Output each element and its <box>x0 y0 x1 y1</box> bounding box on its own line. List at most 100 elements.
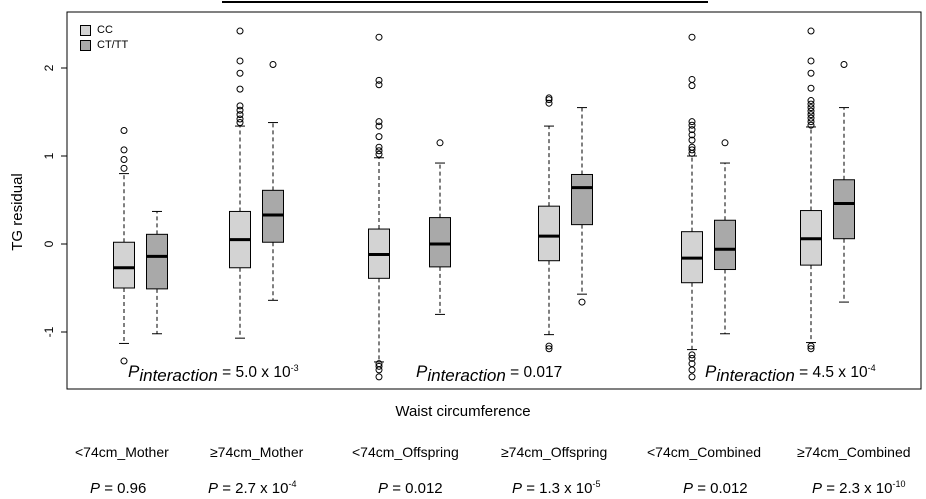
outlier-point <box>807 111 815 119</box>
outlier-point <box>375 362 383 370</box>
box-ct-tt-2 <box>262 60 284 301</box>
outlier-point <box>688 118 696 126</box>
legend-label-cc: CC <box>97 24 113 36</box>
legend-swatch-cc <box>80 24 91 36</box>
outlier-point <box>807 121 815 129</box>
outlier-point <box>807 57 815 65</box>
outlier-point <box>375 33 383 41</box>
group-p-value-2: P = 2.7 x 10-4 <box>208 479 297 498</box>
box-cc-2 <box>229 27 251 339</box>
box-iqr <box>571 173 593 226</box>
group-label-1: <74cm_Mother <box>75 444 169 460</box>
outlier-point <box>578 298 586 306</box>
outlier-point <box>721 139 729 147</box>
outlier-point <box>436 139 444 147</box>
outlier-point <box>688 33 696 41</box>
outlier-point <box>688 351 696 359</box>
box-ct-tt-1 <box>146 210 168 335</box>
outlier-point <box>688 126 696 134</box>
outlier-point <box>688 360 696 368</box>
outlier-point <box>688 366 696 374</box>
group-p-value-5: P = 0.012 <box>683 480 748 497</box>
group-label-2: ≥74cm_Mother <box>210 444 304 460</box>
box-ct-tt-3 <box>429 139 451 315</box>
outlier-point <box>236 27 244 35</box>
group-p-value-4: P = 1.3 x 10-5 <box>512 479 601 498</box>
outlier-point <box>375 81 383 89</box>
p-interaction-mother: Pinteraction = 5.0 x 10-3 <box>128 362 299 386</box>
outlier-point <box>688 136 696 144</box>
outlier-point <box>545 99 553 107</box>
outlier-point <box>545 342 553 350</box>
outlier-point <box>545 345 553 353</box>
outlier-point <box>545 94 553 102</box>
outlier-point <box>807 100 815 108</box>
y-axis: -1 0 1 2 <box>42 64 67 337</box>
outlier-point <box>375 373 383 381</box>
outlier-point <box>840 60 848 68</box>
legend-entry-ct-tt: CT/TT <box>80 39 128 51</box>
box-cc-1 <box>113 126 135 365</box>
outlier-point <box>236 106 244 114</box>
y-axis-title: TG residual <box>9 173 26 251</box>
legend-entry-cc: CC <box>80 24 113 36</box>
outlier-point <box>375 360 383 368</box>
outlier-point <box>807 84 815 92</box>
outlier-point <box>807 345 815 353</box>
outlier-point <box>688 121 696 129</box>
outlier-point <box>807 97 815 105</box>
outlier-point <box>120 126 128 134</box>
outlier-point <box>807 107 815 115</box>
y-tick-label: 0 <box>42 240 56 247</box>
box-cc-3 <box>368 33 390 381</box>
outlier-point <box>688 75 696 83</box>
box-cc-6 <box>800 27 822 353</box>
outlier-point <box>688 82 696 90</box>
outlier-point <box>807 342 815 350</box>
box-iqr <box>429 217 451 268</box>
group-p-value-1: P = 0.96 <box>90 480 147 497</box>
outlier-point <box>120 156 128 164</box>
outlier-point <box>269 60 277 68</box>
outlier-point <box>236 85 244 93</box>
outlier-point <box>236 57 244 65</box>
y-tick-label: 1 <box>42 152 56 159</box>
outlier-point <box>375 147 383 155</box>
box-iqr <box>146 233 168 290</box>
outlier-point <box>375 133 383 141</box>
box-ct-tt-4 <box>571 107 593 306</box>
outlier-point <box>688 131 696 139</box>
y-tick-label: 2 <box>42 64 56 71</box>
outlier-point <box>120 146 128 154</box>
box-iqr <box>714 219 736 271</box>
legend-label-ct-tt: CT/TT <box>97 39 129 51</box>
box-ct-tt-5 <box>714 139 736 335</box>
outlier-point <box>807 104 815 112</box>
outlier-point <box>807 27 815 35</box>
outlier-point <box>375 118 383 126</box>
outlier-point <box>375 76 383 84</box>
group-label-4: ≥74cm_Offspring <box>501 444 608 460</box>
p-interaction-offspring: Pinteraction = 0.017 <box>416 362 563 386</box>
box-cc-4 <box>538 94 560 353</box>
group-p-value-3: P = 0.012 <box>378 480 443 497</box>
outlier-point <box>120 357 128 365</box>
outlier-point <box>375 143 383 151</box>
outlier-point <box>688 146 696 154</box>
box-ct-tt-6 <box>833 60 855 303</box>
outlier-point <box>120 164 128 172</box>
x-axis-title: Waist circumference <box>395 403 530 420</box>
plot-frame <box>66 11 922 390</box>
box-iqr <box>538 205 560 262</box>
outlier-point <box>807 114 815 122</box>
box-iqr <box>833 179 855 240</box>
box-cc-5 <box>681 33 703 381</box>
outlier-point <box>688 143 696 151</box>
outlier-point <box>807 69 815 77</box>
outlier-point <box>375 122 383 130</box>
outlier-point <box>236 115 244 123</box>
outlier-point <box>236 69 244 77</box>
outlier-point <box>807 118 815 126</box>
p-interaction-combined: Pinteraction = 4.5 x 10-4 <box>705 362 876 386</box>
